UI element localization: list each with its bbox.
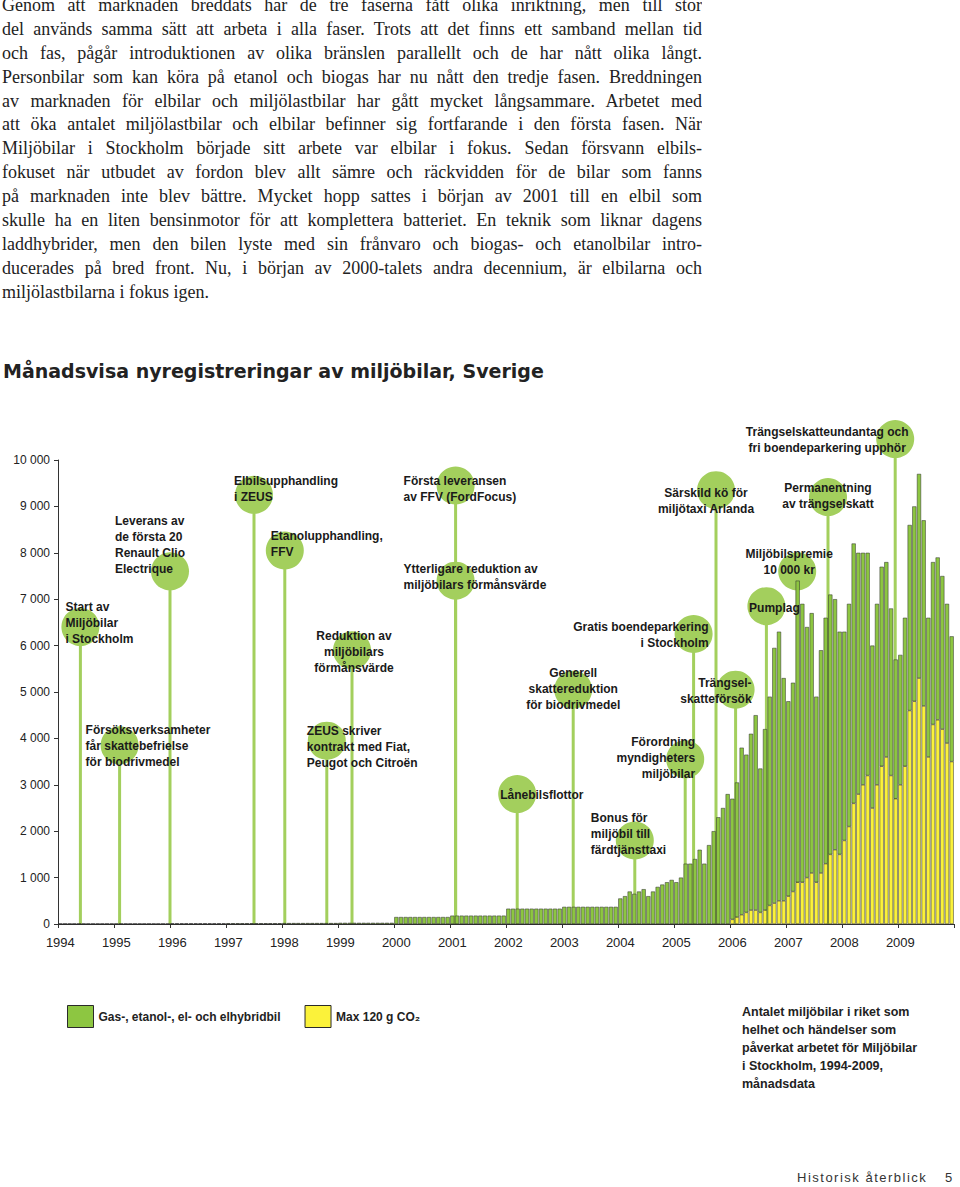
html-text:ducerades på bred front. Nu, i: ducerades på bred front. Nu, i början av… xyxy=(2,257,702,278)
svg-text:i ZEUS: i ZEUS xyxy=(234,490,273,504)
svg-text:Leverans av: Leverans av xyxy=(115,514,185,528)
svg-text:9 000: 9 000 xyxy=(20,499,50,513)
svg-text:Lånebilsflottor: Lånebilsflottor xyxy=(500,788,584,802)
svg-text:får skattebefrielse: får skattebefrielse xyxy=(86,739,189,753)
svg-text:FFV: FFV xyxy=(271,545,294,559)
svg-text:1998: 1998 xyxy=(270,935,299,950)
svg-text:2002: 2002 xyxy=(494,935,523,950)
svg-text:Elbilsupphandling: Elbilsupphandling xyxy=(234,474,338,488)
svg-text:6 000: 6 000 xyxy=(20,639,50,653)
html-text:laddhybrider, men den bilen ly: laddhybrider, men den bilen lyste med si… xyxy=(2,233,702,254)
svg-text:10 000: 10 000 xyxy=(13,453,50,467)
svg-text:2000: 2000 xyxy=(382,935,411,950)
svg-text:Försöksverksamheter: Försöksverksamheter xyxy=(86,723,211,737)
svg-text:Miljöbilspremie: Miljöbilspremie xyxy=(746,547,834,561)
svg-text:2008: 2008 xyxy=(830,935,859,950)
svg-text:Permanentning: Permanentning xyxy=(784,481,871,495)
svg-text:10 000 kr: 10 000 kr xyxy=(764,563,816,577)
svg-text:Gratis boendeparkering: Gratis boendeparkering xyxy=(573,620,708,634)
svg-text:miljöbilars förmånsvärde: miljöbilars förmånsvärde xyxy=(404,578,547,592)
svg-text:Bonus för: Bonus för xyxy=(591,811,648,825)
svg-text:miljöbil till: miljöbil till xyxy=(591,827,650,841)
svg-text:för biodrivmedel: för biodrivmedel xyxy=(86,755,180,769)
html-text:Miljöbilar i Stockholm började: Miljöbilar i Stockholm började sitt arbe… xyxy=(2,138,702,159)
svg-text:Förordning: Förordning xyxy=(631,735,695,749)
svg-text:miljötaxi Arlanda: miljötaxi Arlanda xyxy=(658,502,755,516)
svg-text:skatteförsök: skatteförsök xyxy=(680,692,752,706)
svg-text:1995: 1995 xyxy=(102,935,131,950)
html-text:Personbilar som kan köra på et: Personbilar som kan köra på etanol och b… xyxy=(2,66,702,87)
svg-text:1999: 1999 xyxy=(326,935,355,950)
svg-text:Etanolupphandling,: Etanolupphandling, xyxy=(271,529,383,543)
svg-text:7 000: 7 000 xyxy=(20,592,50,606)
html-text:på marknaden inte blev bättre.: på marknaden inte blev bättre. Mycket ho… xyxy=(2,186,702,207)
svg-text:Start av: Start av xyxy=(65,600,109,614)
svg-text:2004: 2004 xyxy=(606,935,635,950)
html-text:Antalet miljöbilar i riket som: Antalet miljöbilar i riket som helhet oc… xyxy=(742,1005,918,1091)
svg-text:fri boendeparkering upphör: fri boendeparkering upphör xyxy=(749,441,907,455)
html-text:miljölastbilarna i fokus igen.: miljölastbilarna i fokus igen. xyxy=(2,281,209,302)
svg-text:Pumplag: Pumplag xyxy=(749,601,800,615)
svg-text:1997: 1997 xyxy=(214,935,243,950)
html-text:del används samma sätt att arb: del används samma sätt att arbeta i alla… xyxy=(2,18,702,39)
html-text:5: 5 xyxy=(945,1170,953,1185)
svg-text:2003: 2003 xyxy=(550,935,579,950)
svg-text:Reduktion av: Reduktion av xyxy=(316,629,392,643)
svg-text:Peugot och Citroën: Peugot och Citroën xyxy=(307,756,418,770)
svg-text:3 000: 3 000 xyxy=(20,778,50,792)
svg-text:1996: 1996 xyxy=(158,935,187,950)
svg-text:1994: 1994 xyxy=(46,935,75,950)
svg-text:kontrakt med Fiat,: kontrakt med Fiat, xyxy=(307,740,410,754)
svg-text:skattereduktion: skattereduktion xyxy=(529,682,618,696)
svg-text:av trängselskatt: av trängselskatt xyxy=(782,497,873,511)
svg-text:2007: 2007 xyxy=(774,935,803,950)
html-text:att öka antalet miljölastbilar: att öka antalet miljölastbilar och elbil… xyxy=(2,114,702,135)
html-text:skulle ha en liten bensinmotor: skulle ha en liten bensinmotor för att k… xyxy=(2,210,702,230)
svg-text:Renault Clio: Renault Clio xyxy=(115,546,185,560)
svg-text:Särskild kö för: Särskild kö för xyxy=(664,486,748,500)
svg-text:myndigheters: myndigheters xyxy=(617,751,696,765)
svg-text:Trängselskatteundantag och: Trängselskatteundantag och xyxy=(746,425,909,439)
svg-text:Miljöbilar: Miljöbilar xyxy=(65,616,118,630)
svg-text:de första 20: de första 20 xyxy=(115,530,183,544)
html-text:av marknaden för elbilar och m: av marknaden för elbilar och miljölastbi… xyxy=(2,90,702,111)
svg-text:Gas-, etanol-, el- och elhybri: Gas-, etanol-, el- och elhybridbil xyxy=(99,1010,281,1024)
svg-text:5 000: 5 000 xyxy=(20,685,50,699)
svg-text:Max 120 g CO₂: Max 120 g CO₂ xyxy=(336,1010,420,1024)
svg-text:ZEUS skriver: ZEUS skriver xyxy=(307,724,382,738)
svg-text:miljöbilar: miljöbilar xyxy=(642,767,696,781)
svg-text:2006: 2006 xyxy=(718,935,747,950)
svg-text:för biodrivmedel: för biodrivmedel xyxy=(526,698,620,712)
svg-text:Generell: Generell xyxy=(549,666,597,680)
svg-text:färdtjänsttaxi: färdtjänsttaxi xyxy=(591,843,666,857)
svg-text:i Stockholm: i Stockholm xyxy=(641,636,709,650)
html-text:fokuset när utbudet av fordon: fokuset när utbudet av fordon blev allt … xyxy=(2,162,702,183)
svg-text:Electrique: Electrique xyxy=(115,562,173,576)
html-text:Månadsvisa nyregistreringar av: Månadsvisa nyregistreringar av miljöbila… xyxy=(3,360,544,382)
html-text:Historisk återblick: Historisk återblick xyxy=(797,1170,928,1185)
svg-text:Ytterligare reduktion av: Ytterligare reduktion av xyxy=(404,562,538,576)
svg-text:1 000: 1 000 xyxy=(20,871,50,885)
svg-text:i Stockholm: i Stockholm xyxy=(65,632,133,646)
svg-text:Första leveransen: Första leveransen xyxy=(404,474,507,488)
svg-text:4 000: 4 000 xyxy=(20,731,50,745)
svg-text:Trängsel-: Trängsel- xyxy=(698,676,751,690)
svg-text:8 000: 8 000 xyxy=(20,546,50,560)
svg-text:2009: 2009 xyxy=(886,935,915,950)
svg-text:förmånsvärde: förmånsvärde xyxy=(314,661,394,675)
svg-text:2001: 2001 xyxy=(438,935,467,950)
svg-text:av FFV (FordFocus): av FFV (FordFocus) xyxy=(404,490,517,504)
svg-text:miljöbilars: miljöbilars xyxy=(324,645,384,659)
svg-text:0: 0 xyxy=(43,917,50,931)
svg-text:2 000: 2 000 xyxy=(20,824,50,838)
html-text:och fas, pågår introduktionen: och fas, pågår introduktionen av olika b… xyxy=(2,42,702,63)
svg-text:2005: 2005 xyxy=(662,935,691,950)
